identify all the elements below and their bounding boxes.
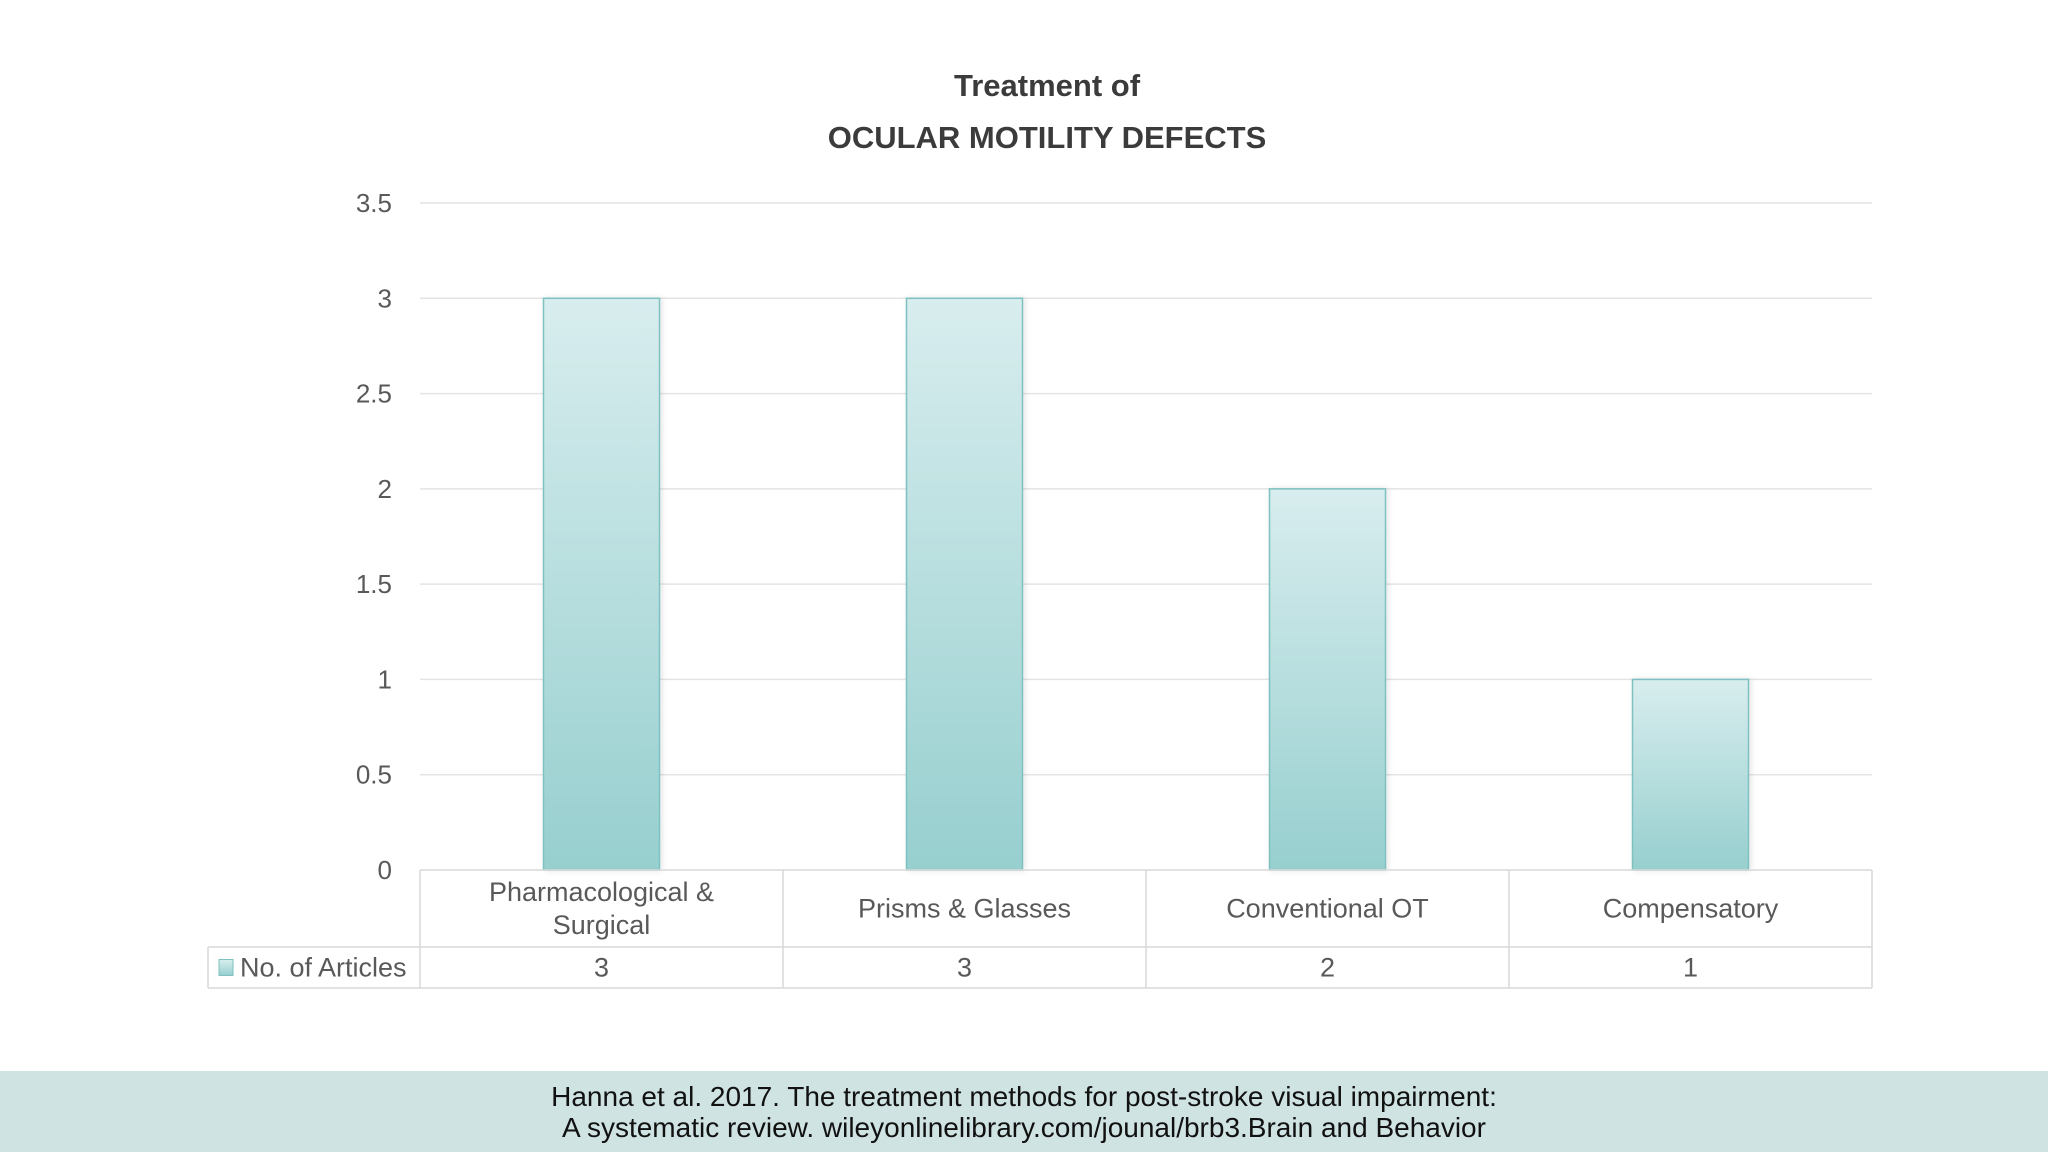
gridlines [420, 202, 1872, 776]
y-tick-label: 2 [378, 474, 392, 504]
citation-footer: Hanna et al. 2017. The treatment methods… [0, 1071, 2048, 1152]
y-tick-label: 1.5 [356, 569, 392, 599]
bars [542, 297, 1750, 871]
legend-series-name: No. of Articles [240, 953, 407, 983]
data-table: Pharmacological &Surgical Prisms & Glasse… [207, 869, 1873, 989]
bar [1268, 488, 1387, 871]
y-tick-label: 0 [378, 855, 392, 885]
chart: Treatment of OCULAR MOTILITY DEFECTS 0 0.… [207, 68, 1873, 989]
data-table-value: 1 [1683, 953, 1698, 983]
citation-line-1: Hanna et al. 2017. The treatment methods… [551, 1080, 1497, 1112]
x-category-label: Compensatory [1603, 894, 1779, 924]
y-tick-label: 2.5 [356, 379, 392, 409]
x-category-label: Pharmacological & [489, 877, 714, 907]
citation-line-2: A systematic review. wileyonlinelibrary.… [562, 1111, 1486, 1143]
y-axis-tick-labels: 0 0.5 1 1.5 2 2.5 3 3.5 [356, 188, 392, 885]
data-table-value: 2 [1320, 953, 1335, 983]
chart-title-line-2: OCULAR MOTILITY DEFECTS [828, 120, 1267, 155]
x-category-label: Prisms & Glasses [858, 894, 1071, 924]
bar [1631, 678, 1750, 871]
y-tick-label: 3 [378, 283, 392, 313]
bar [905, 297, 1024, 871]
bar [542, 297, 661, 871]
y-tick-label: 3.5 [356, 188, 392, 218]
y-tick-label: 0.5 [356, 760, 392, 790]
data-table-value: 3 [594, 953, 609, 983]
x-category-label: Surgical [553, 910, 651, 940]
y-tick-label: 1 [378, 664, 392, 694]
legend-key [218, 959, 234, 976]
x-category-label: Conventional OT [1226, 894, 1429, 924]
chart-title-line-1: Treatment of [954, 68, 1141, 103]
data-table-value: 3 [957, 953, 972, 983]
